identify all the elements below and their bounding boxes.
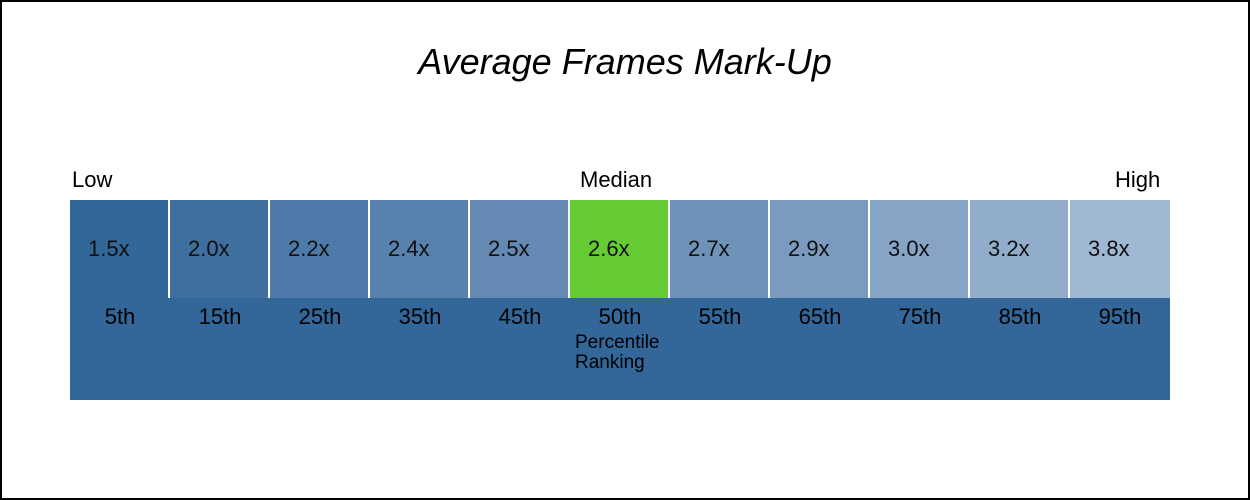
value-cell: 2.0x bbox=[170, 200, 270, 298]
chart-title: Average Frames Mark-Up bbox=[418, 41, 832, 82]
value-label: 3.0x bbox=[888, 236, 930, 261]
percentile-band bbox=[70, 298, 1170, 400]
low-label: Low bbox=[72, 167, 113, 192]
value-label: 3.2x bbox=[988, 236, 1030, 261]
value-cell: 3.8x bbox=[1070, 200, 1170, 298]
percentile-ranking-label: Percentile Ranking bbox=[575, 333, 660, 373]
value-label: 2.9x bbox=[788, 236, 830, 261]
value-cell: 2.7x bbox=[670, 200, 770, 298]
value-cell: 1.5x bbox=[70, 200, 170, 298]
value-cells: 1.5x 2.0x 2.2x 2.4x 2.5x 2.6x 2.7x 2.9x 3.0x 3.2x… bbox=[70, 200, 1170, 298]
value-cell: 3.0x bbox=[870, 200, 970, 298]
percentile-label: 65th bbox=[798, 304, 842, 329]
value-cell: 2.2x bbox=[270, 200, 370, 298]
value-cell: 3.2x bbox=[970, 200, 1070, 298]
percentile-label: 75th bbox=[898, 304, 942, 329]
median-label: Median bbox=[580, 167, 653, 192]
percentile-label: 15th bbox=[198, 304, 242, 329]
percentile-label: 25th bbox=[298, 304, 342, 329]
value-cell: 2.4x bbox=[370, 200, 470, 298]
percentile-label: 35th bbox=[398, 304, 442, 329]
percentile-label: 5th bbox=[104, 304, 136, 329]
value-cell: 2.9x bbox=[770, 200, 870, 298]
value-label: 2.5x bbox=[488, 236, 530, 261]
percentile-label: 50th bbox=[598, 304, 642, 329]
high-label: High bbox=[1115, 167, 1161, 192]
ranking-line-2: Ranking bbox=[575, 352, 645, 373]
median-cell: 2.6x bbox=[570, 200, 670, 298]
percentile-label: 95th bbox=[1098, 304, 1142, 329]
value-label: 3.8x bbox=[1088, 236, 1130, 261]
ranking-line-1: Percentile bbox=[575, 332, 660, 353]
percentile-label: 45th bbox=[498, 304, 542, 329]
value-label: 2.2x bbox=[288, 236, 330, 261]
value-label: 1.5x bbox=[88, 236, 130, 261]
value-label: 2.4x bbox=[388, 236, 430, 261]
percentile-label: 55th bbox=[698, 304, 742, 329]
value-label: 2.6x bbox=[588, 236, 630, 261]
value-label: 2.7x bbox=[688, 236, 730, 261]
percentile-label: 85th bbox=[998, 304, 1042, 329]
value-cell: 2.5x bbox=[470, 200, 570, 298]
value-label: 2.0x bbox=[188, 236, 230, 261]
